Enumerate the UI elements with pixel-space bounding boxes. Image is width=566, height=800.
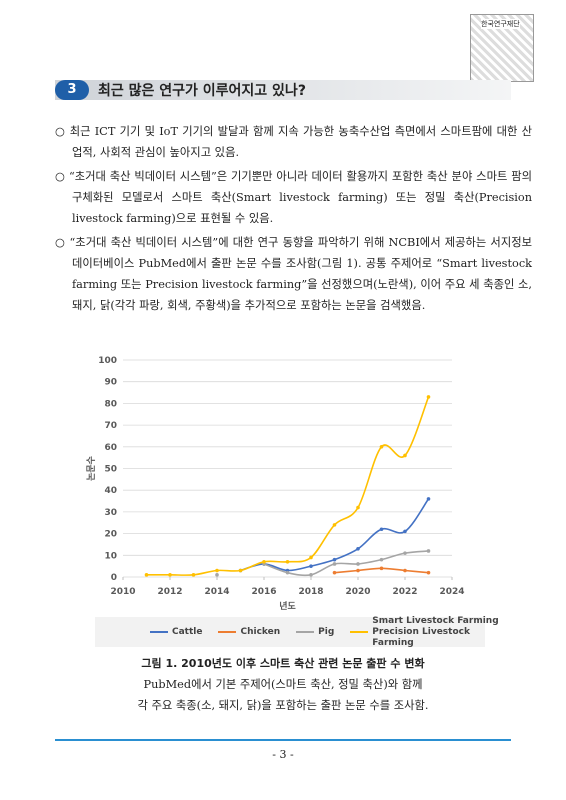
data-point	[309, 555, 313, 560]
x-tick-label: 2012	[157, 587, 182, 597]
legend-item: Cattle	[150, 627, 202, 637]
legend-label: Cattle	[172, 627, 203, 637]
x-tick-label: 2018	[298, 587, 323, 597]
figure-caption: 그림 1. 2010년도 이후 스마트 축산 관련 논문 출판 수 변화	[141, 657, 425, 670]
legend-item: Pig	[296, 627, 334, 637]
data-point	[332, 570, 337, 575]
y-tick-label: 80	[104, 399, 117, 409]
data-point	[379, 566, 384, 571]
data-point	[144, 573, 149, 577]
x-tick-label: 2016	[251, 587, 276, 597]
x-axis-label: 년도	[279, 600, 296, 612]
y-axis-label: 논문수	[86, 456, 97, 481]
section-title: 최근 많은 연구가 이루어지고 있나?	[98, 83, 306, 99]
data-point	[426, 549, 431, 553]
data-point	[332, 557, 337, 562]
data-point	[426, 570, 431, 575]
data-point	[332, 523, 337, 527]
y-tick-label: 60	[104, 443, 117, 453]
data-point	[356, 505, 360, 510]
y-tick-label: 70	[104, 421, 117, 431]
data-point	[285, 570, 290, 575]
data-point	[191, 573, 196, 577]
data-point	[238, 568, 243, 573]
legend-label: Chicken	[240, 627, 281, 637]
paragraph: ○ “초거대 축산 빅데이터 시스템”은 기기뿐만 아니라 데이터 활용까지 포…	[55, 170, 532, 225]
data-point	[379, 527, 384, 532]
data-point	[215, 568, 219, 573]
x-tick-label: 2022	[392, 587, 417, 597]
y-tick-label: 40	[104, 486, 117, 496]
data-point	[379, 557, 384, 562]
data-point	[379, 445, 384, 449]
logo-text: 한국연구재단	[481, 19, 520, 29]
legend-swatch	[150, 631, 168, 633]
data-point	[168, 573, 172, 577]
x-tick-label: 2010	[110, 587, 135, 597]
paragraph: ○ “초거대 축산 빅데이터 시스템”에 대한 연구 동향을 파악하기 위해 N…	[55, 236, 532, 312]
data-point	[426, 497, 431, 501]
data-point	[403, 568, 407, 573]
data-point	[356, 568, 360, 573]
data-point	[403, 453, 407, 458]
footer-rule	[55, 739, 511, 741]
data-point	[356, 546, 360, 551]
y-tick-label: 10	[104, 551, 117, 561]
paragraph: ○ 최근 ICT 기기 및 IoT 기기의 발달과 함께 지속 가능한 농축수산…	[55, 125, 532, 159]
y-tick-label: 30	[104, 508, 117, 518]
y-tick-label: 100	[98, 356, 117, 366]
data-point	[356, 562, 360, 566]
section-bar	[55, 80, 511, 100]
y-tick-label: 90	[104, 378, 117, 388]
series-line	[263, 550, 429, 577]
section-number: 3	[55, 80, 89, 100]
data-point	[309, 573, 313, 577]
data-point	[332, 562, 337, 566]
x-tick-label: 2024	[439, 587, 464, 597]
legend-label: Smart Livestock Farming Precision Livest…	[372, 615, 499, 648]
legend-item: Smart Livestock Farming Precision Livest…	[350, 616, 512, 649]
y-tick-label: 50	[104, 465, 117, 475]
logo: 한국연구재단	[470, 14, 534, 82]
page-number: - 3 -	[272, 748, 294, 761]
data-point	[426, 395, 431, 399]
legend-swatch	[296, 631, 315, 633]
legend: Cattle Chicken Pig Smart Livestock Farming …	[95, 616, 499, 648]
x-tick-label: 2020	[345, 587, 370, 597]
data-point	[215, 573, 219, 577]
chart: 0 10 20 30 40 50 60 70 80 90 100 2010 2012 2014 2016 20…	[86, 356, 465, 612]
legend-swatch	[350, 631, 369, 633]
data-point	[309, 564, 313, 568]
legend-item: Chicken	[218, 627, 280, 637]
data-point	[403, 551, 407, 555]
data-point	[285, 560, 290, 564]
figure-note: PubMed에서 기본 주제어(스마트 축산, 정밀 축산)와 함께	[143, 678, 423, 691]
y-tick-label: 20	[104, 530, 117, 540]
legend-swatch	[218, 631, 237, 633]
data-point	[262, 560, 266, 564]
legend-label: Pig	[318, 627, 335, 637]
series-line	[146, 396, 430, 576]
x-tick-label: 2014	[204, 587, 229, 597]
y-tick-label: 0	[111, 573, 117, 583]
figure-note: 각 주요 축종(소, 돼지, 닭)을 포함하는 출판 논문 수를 조사함.	[137, 699, 429, 712]
data-point	[403, 529, 407, 534]
